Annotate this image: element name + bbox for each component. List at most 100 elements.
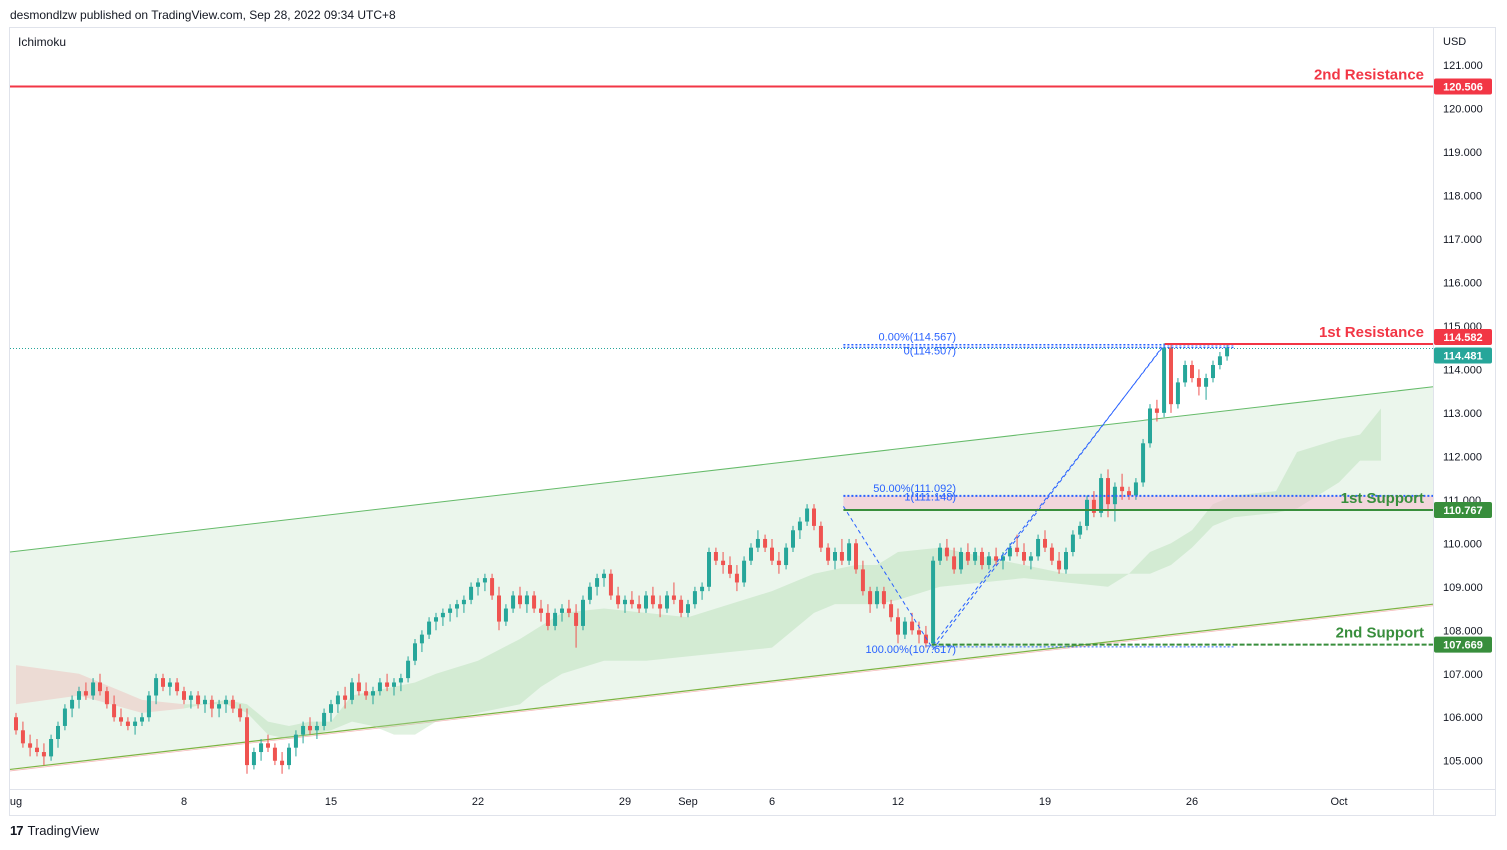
candle-bullish[interactable] bbox=[398, 678, 403, 683]
candle-bullish[interactable] bbox=[203, 699, 207, 705]
candle-bullish[interactable] bbox=[602, 573, 606, 579]
candle-bullish[interactable] bbox=[1001, 556, 1005, 561]
candle-bearish[interactable] bbox=[490, 578, 495, 596]
candle-bullish[interactable] bbox=[133, 721, 138, 726]
candle-bearish[interactable] bbox=[1120, 486, 1125, 492]
candle-bearish[interactable] bbox=[545, 612, 550, 626]
candle-bearish[interactable] bbox=[1106, 478, 1110, 505]
candle-bearish[interactable] bbox=[272, 747, 277, 761]
candle-bearish[interactable] bbox=[104, 691, 109, 705]
candle-bearish[interactable] bbox=[728, 565, 732, 574]
candle-bullish[interactable] bbox=[377, 682, 382, 692]
candle-bearish[interactable] bbox=[308, 725, 312, 731]
candle-bullish[interactable] bbox=[986, 556, 991, 566]
candle-bearish[interactable] bbox=[868, 591, 873, 605]
candle-bearish[interactable] bbox=[658, 604, 663, 609]
candle-bearish[interactable] bbox=[574, 612, 579, 626]
candle-bearish[interactable] bbox=[917, 630, 921, 635]
candle-bearish[interactable] bbox=[713, 552, 718, 561]
candle-bullish[interactable] bbox=[62, 708, 67, 726]
candle-bullish[interactable] bbox=[217, 704, 222, 709]
candle-bullish[interactable] bbox=[749, 547, 753, 561]
candle-bearish[interactable] bbox=[910, 621, 915, 631]
candle-bearish[interactable] bbox=[98, 682, 102, 692]
candle-bearish[interactable] bbox=[566, 608, 571, 613]
candle-bearish[interactable] bbox=[818, 525, 823, 548]
candle-bullish[interactable] bbox=[427, 621, 432, 635]
candle-bearish[interactable] bbox=[881, 591, 886, 605]
candle-bullish[interactable] bbox=[742, 560, 747, 583]
candle-bearish[interactable] bbox=[839, 552, 844, 561]
candle-bearish[interactable] bbox=[965, 552, 970, 561]
candle-bullish[interactable] bbox=[287, 747, 291, 766]
candle-bearish[interactable] bbox=[637, 604, 642, 609]
candle-bearish[interactable] bbox=[770, 547, 774, 561]
candle-bullish[interactable] bbox=[77, 691, 81, 700]
candle-bearish[interactable] bbox=[20, 730, 25, 744]
candle-bearish[interactable] bbox=[776, 560, 781, 566]
candle-bearish[interactable] bbox=[952, 556, 957, 570]
candle-bullish[interactable] bbox=[1133, 482, 1138, 496]
candle-bullish[interactable] bbox=[70, 699, 75, 709]
candle-bullish[interactable] bbox=[314, 725, 319, 731]
candle-bearish[interactable] bbox=[1127, 491, 1131, 496]
candle-bullish[interactable] bbox=[581, 599, 585, 626]
candle-bearish[interactable] bbox=[1169, 347, 1173, 405]
candle-bullish[interactable] bbox=[49, 738, 54, 757]
candle-bullish[interactable] bbox=[791, 530, 795, 548]
candle-bearish[interactable] bbox=[1057, 560, 1062, 570]
candle-bearish[interactable] bbox=[896, 617, 900, 635]
candle-bullish[interactable] bbox=[1162, 347, 1167, 413]
candle-bearish[interactable] bbox=[518, 595, 522, 605]
candle-bearish[interactable] bbox=[616, 595, 621, 605]
candle-bearish[interactable] bbox=[854, 543, 858, 570]
candle-bullish[interactable] bbox=[595, 578, 600, 587]
candle-bullish[interactable] bbox=[686, 604, 690, 613]
candle-bullish[interactable] bbox=[938, 547, 942, 561]
candle-bullish[interactable] bbox=[335, 695, 340, 705]
candle-bullish[interactable] bbox=[524, 595, 529, 605]
candle-bullish[interactable] bbox=[167, 682, 172, 687]
candle-bullish[interactable] bbox=[1148, 408, 1152, 444]
candle-bullish[interactable] bbox=[1175, 382, 1180, 405]
candle-bearish[interactable] bbox=[209, 699, 214, 709]
candle-bullish[interactable] bbox=[1036, 538, 1041, 557]
candle-bearish[interactable] bbox=[182, 691, 186, 700]
candle-bullish[interactable] bbox=[154, 678, 159, 696]
candle-bullish[interactable] bbox=[623, 599, 627, 605]
candle-bearish[interactable] bbox=[356, 682, 361, 692]
candle-bullish[interactable] bbox=[553, 612, 558, 626]
candle-bearish[interactable] bbox=[343, 695, 348, 700]
candle-bearish[interactable] bbox=[1015, 547, 1020, 553]
candle-bullish[interactable] bbox=[1183, 365, 1188, 383]
candle-bullish[interactable] bbox=[251, 752, 256, 766]
candle-bearish[interactable] bbox=[734, 573, 739, 583]
candle-bearish[interactable] bbox=[812, 508, 816, 526]
candle-bullish[interactable] bbox=[587, 586, 592, 600]
candle-bullish[interactable] bbox=[700, 586, 705, 592]
channel-upper-line[interactable] bbox=[9, 386, 1434, 553]
candle-bullish[interactable] bbox=[1225, 347, 1230, 357]
candle-bearish[interactable] bbox=[28, 743, 33, 748]
candle-bullish[interactable] bbox=[784, 547, 789, 566]
candle-bearish[interactable] bbox=[83, 691, 88, 696]
candle-bearish[interactable] bbox=[230, 699, 235, 709]
candle-bearish[interactable] bbox=[364, 691, 369, 696]
candle-bearish[interactable] bbox=[1190, 365, 1194, 379]
candle-bearish[interactable] bbox=[980, 552, 984, 566]
candle-bullish[interactable] bbox=[476, 582, 480, 587]
candle-bullish[interactable] bbox=[833, 552, 837, 561]
candle-bullish[interactable] bbox=[1112, 486, 1117, 505]
candle-bullish[interactable] bbox=[875, 591, 879, 605]
candle-bearish[interactable] bbox=[112, 704, 117, 718]
candle-bearish[interactable] bbox=[1043, 538, 1047, 548]
candle-bearish[interactable] bbox=[1049, 547, 1054, 561]
candle-bullish[interactable] bbox=[455, 604, 459, 609]
candle-bullish[interactable] bbox=[224, 699, 228, 705]
candle-bullish[interactable] bbox=[931, 560, 936, 644]
candle-bearish[interactable] bbox=[671, 595, 676, 600]
candle-bullish[interactable] bbox=[146, 695, 151, 718]
candle-bullish[interactable] bbox=[293, 734, 298, 748]
candle-bearish[interactable] bbox=[35, 747, 39, 753]
candle-bullish[interactable] bbox=[406, 660, 411, 679]
